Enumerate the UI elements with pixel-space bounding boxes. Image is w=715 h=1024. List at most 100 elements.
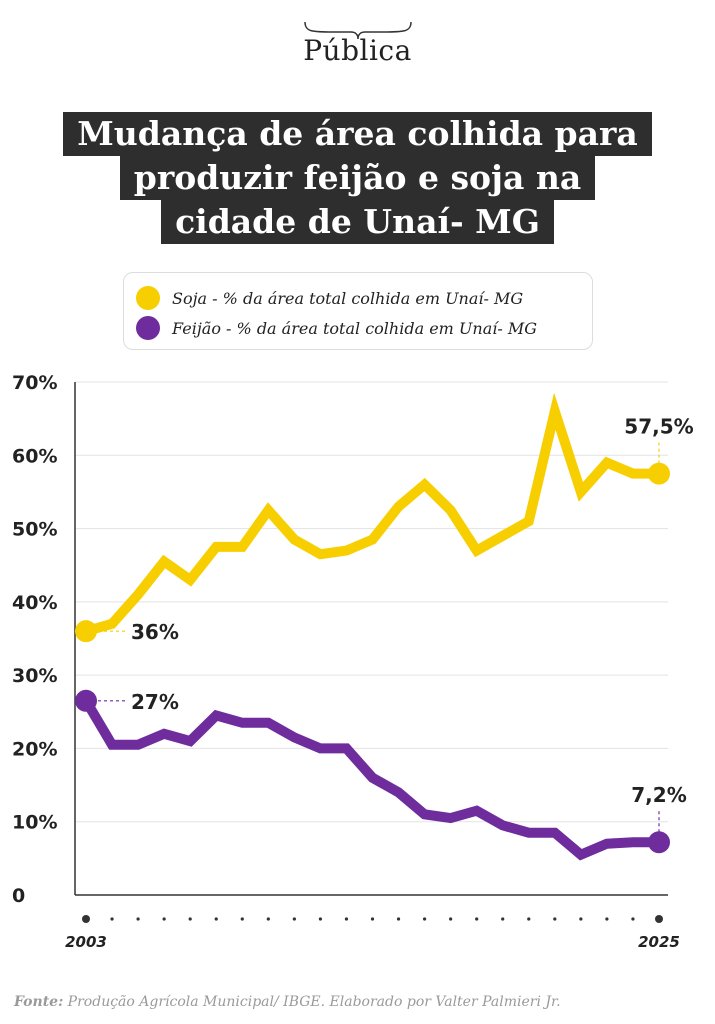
title-line-2: produzir feijão e soja na	[119, 156, 596, 200]
data-point-feijao	[189, 740, 191, 742]
data-point-soja	[189, 579, 191, 581]
data-point-feijao	[632, 841, 634, 843]
y-tick-label: 20%	[12, 738, 57, 760]
x-tick-marker	[501, 917, 505, 921]
x-tick-marker	[396, 917, 401, 921]
x-tick-marker	[110, 917, 114, 921]
data-point-soja	[319, 553, 321, 555]
chart-legend: Soja - % da área total colhida em Unaí- …	[123, 272, 593, 350]
data-point-feijao	[163, 733, 165, 735]
endpoint-marker-start-soja	[75, 620, 97, 643]
data-point-soja	[241, 546, 243, 548]
data-point-soja	[345, 550, 347, 552]
data-point-feijao	[398, 791, 400, 793]
data-point-soja	[476, 550, 478, 552]
legend-marker-feijao	[136, 316, 160, 340]
data-point-feijao	[293, 736, 295, 738]
x-tick-marker	[292, 917, 296, 921]
legend-marker-soja	[136, 286, 160, 310]
y-tick-label: 30%	[12, 665, 57, 687]
line-chart: 0 10% 20% 30% 40% 50% 60% 70% 2003 2025 36% 57,5% 27…	[12, 372, 694, 951]
data-point-feijao	[319, 747, 321, 749]
data-point-soja	[424, 484, 426, 486]
data-label-start-feijao: 27%	[131, 690, 179, 714]
legend-item-soja: Soja - % da área total colhida em Unaí- …	[136, 283, 523, 313]
data-label-start-soja: 36%	[131, 620, 179, 644]
source-label: Fonte:	[14, 994, 64, 1010]
series-line-soja	[84, 392, 659, 636]
series-line-feijao	[81, 698, 659, 861]
data-point-feijao	[372, 777, 374, 779]
logo: Pública	[0, 20, 715, 67]
x-tick-marker	[655, 915, 663, 923]
data-point-soja	[528, 520, 530, 522]
data-point-soja	[580, 491, 582, 493]
data-label-end-feijao: 7,2%	[631, 783, 686, 807]
source-text: Produção Agrícola Municipal/ IBGE. Elabo…	[63, 994, 561, 1010]
data-point-feijao	[450, 817, 452, 819]
legend-item-feijao: Feijão - % da área total colhida em Unaí…	[136, 313, 537, 343]
x-tick-marker	[318, 917, 323, 921]
x-tick-marker	[136, 917, 140, 921]
x-tick-marker	[188, 917, 192, 921]
y-tick-label: 70%	[12, 372, 57, 394]
endpoint-marker-end-soja	[648, 462, 670, 485]
x-tick-marker	[553, 917, 557, 921]
data-point-feijao	[241, 722, 243, 724]
source-note: Fonte: Produção Agrícola Municipal/ IBGE…	[14, 994, 561, 1010]
data-point-feijao	[554, 832, 556, 834]
data-point-soja	[293, 539, 295, 541]
data-point-soja	[554, 410, 556, 412]
x-tick-marker	[422, 917, 427, 921]
x-tick-label-last: 2025	[638, 933, 680, 951]
endpoint-marker-start-feijao	[75, 689, 97, 712]
title-line-1: Mudança de área colhida para	[63, 112, 652, 156]
x-tick-marker	[344, 917, 349, 921]
x-tick-marker	[449, 917, 453, 921]
data-point-soja	[163, 561, 165, 563]
x-tick-marker	[631, 917, 635, 921]
x-tick-marker	[214, 917, 218, 921]
data-point-feijao	[502, 824, 504, 826]
data-point-feijao	[111, 744, 113, 746]
data-point-feijao	[606, 843, 608, 845]
data-point-soja	[632, 473, 634, 475]
data-point-feijao	[215, 714, 217, 716]
x-tick-marker	[162, 917, 166, 921]
legend-label-soja: Soja - % da área total colhida em Unaí- …	[172, 288, 524, 308]
y-tick-label: 10%	[12, 812, 57, 834]
x-tick-marker	[527, 917, 531, 921]
data-point-soja	[267, 509, 269, 511]
y-tick-label: 50%	[12, 519, 57, 541]
data-label-end-soja: 57,5%	[624, 415, 693, 439]
data-point-feijao	[528, 832, 530, 834]
page-title: Mudança de área colhida para produzir fe…	[0, 112, 715, 244]
brace-icon	[303, 21, 412, 40]
x-tick-marker	[266, 917, 270, 921]
y-tick-label: 40%	[12, 592, 57, 614]
data-point-soja	[215, 546, 217, 548]
data-point-soja	[137, 594, 139, 596]
data-point-soja	[398, 506, 400, 508]
data-point-soja	[111, 623, 113, 625]
data-point-feijao	[424, 813, 426, 815]
x-tick-marker	[82, 915, 90, 923]
data-point-soja	[450, 509, 452, 511]
data-point-feijao	[137, 744, 139, 746]
data-point-feijao	[580, 854, 582, 856]
data-point-feijao	[476, 810, 478, 812]
x-tick-marker	[579, 917, 583, 921]
x-tick-marker	[605, 917, 609, 921]
x-tick-marker	[240, 917, 244, 921]
legend-label-feijao: Feijão - % da área total colhida em Unaí…	[172, 318, 538, 338]
x-tick-label-first: 2003	[65, 933, 107, 951]
endpoint-marker-end-feijao	[648, 831, 670, 854]
data-point-feijao	[267, 722, 269, 724]
y-tick-label: 60%	[12, 445, 57, 467]
data-point-soja	[372, 539, 374, 541]
x-tick-marker	[475, 917, 479, 921]
x-tick-marker	[370, 917, 375, 921]
data-point-soja	[606, 462, 608, 464]
y-tick-label: 0	[12, 885, 25, 907]
data-point-soja	[502, 535, 504, 537]
